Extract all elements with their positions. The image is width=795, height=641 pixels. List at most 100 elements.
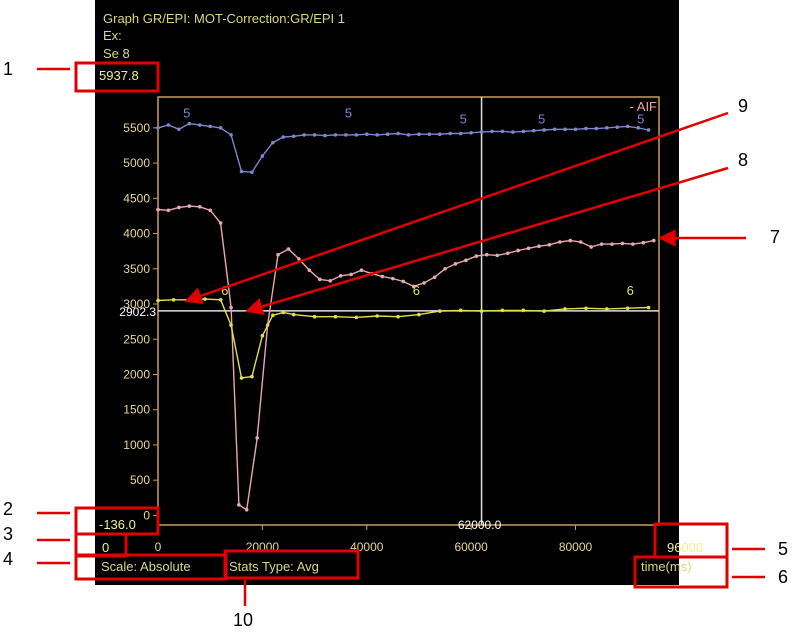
- y-tick-label: 4500: [123, 191, 150, 205]
- series-point-1: [156, 126, 160, 130]
- series-point-1: [542, 128, 546, 132]
- series-point-3: [218, 297, 223, 302]
- series-point-1: [552, 127, 557, 132]
- series-marker-label-3: 6: [627, 283, 634, 298]
- y-tick-label: 3500: [123, 262, 150, 276]
- se-label: Se 8: [103, 46, 130, 61]
- series-point-2: [317, 277, 322, 282]
- stats-type-label[interactable]: Stats Type: Avg: [229, 559, 319, 574]
- series-point-3: [458, 308, 463, 313]
- series-point-1: [229, 133, 233, 137]
- series-point-3: [563, 307, 567, 311]
- series-point-3: [584, 306, 588, 311]
- series-point-2: [495, 253, 500, 258]
- series-point-1: [291, 134, 296, 139]
- crosshair-x-label: 62000.0: [458, 518, 502, 532]
- series-point-3: [375, 314, 379, 318]
- series-point-2: [620, 241, 625, 246]
- series-point-1: [427, 132, 432, 136]
- series-point-3: [281, 310, 286, 315]
- x-tick-label: 20000: [246, 540, 280, 554]
- series-point-2: [526, 246, 531, 251]
- series-point-3: [500, 308, 505, 313]
- series-point-2: [286, 247, 291, 251]
- series-point-1: [521, 129, 526, 134]
- series-point-2: [401, 279, 406, 284]
- callout-number-3: 3: [3, 524, 14, 544]
- series-marker-label-1: 5: [183, 105, 190, 120]
- series-line-2: [157, 205, 654, 511]
- series-point-1: [490, 129, 494, 134]
- series-point-3: [156, 298, 160, 303]
- series-marker-label-1: 5: [345, 105, 352, 120]
- series-point-1: [396, 131, 400, 136]
- callout-number-10: 10: [233, 610, 254, 630]
- series-point-3: [260, 333, 265, 338]
- series-point-2: [505, 251, 510, 256]
- series-point-1: [584, 126, 588, 131]
- series-point-3: [542, 309, 546, 313]
- chart-svg: 0 500 1000 1500 2000 2500 3000 3500 4000 4500 5000…: [119, 96, 660, 554]
- series-point-2: [218, 221, 223, 225]
- series-point-3: [250, 374, 254, 379]
- series-point-2: [297, 257, 301, 261]
- series-point-2: [443, 266, 447, 271]
- ex-label: Ex:: [103, 28, 122, 43]
- series-point-2: [255, 436, 259, 440]
- series-point-1: [281, 135, 286, 139]
- series-marker-label-3: 6: [413, 283, 420, 298]
- series-point-1: [531, 128, 536, 133]
- series-point-1: [323, 133, 327, 138]
- series-point-2: [276, 252, 280, 257]
- series-point-1: [271, 140, 275, 145]
- x-max-readout[interactable]: 96000: [667, 540, 704, 555]
- series-point-2: [166, 208, 171, 213]
- series-point-3: [229, 323, 233, 327]
- y-tick-label: 5000: [123, 156, 150, 170]
- callout-number-1: 1: [3, 59, 14, 79]
- scale-label[interactable]: Scale: Absolute: [101, 559, 191, 574]
- series-point-2: [307, 268, 312, 272]
- series-point-3: [625, 306, 630, 311]
- series-point-1: [458, 131, 463, 136]
- legend-aif: - AIF: [630, 99, 658, 114]
- series-point-1: [344, 133, 348, 137]
- series-point-2: [229, 305, 233, 310]
- series-point-1: [511, 130, 515, 134]
- series-point-2: [651, 238, 656, 243]
- series-point-3: [646, 305, 651, 310]
- series-point-1: [438, 132, 442, 136]
- series-point-2: [208, 208, 212, 213]
- x-min-readout[interactable]: 0: [102, 540, 110, 555]
- callout-number-9: 9: [738, 96, 749, 116]
- x-tick-label: 80000: [559, 540, 593, 554]
- series-point-3: [605, 307, 609, 311]
- crosshair-y-label: 2902.3: [119, 305, 156, 319]
- series-point-1: [177, 127, 181, 132]
- series-point-3: [354, 315, 359, 320]
- series-point-2: [537, 244, 541, 249]
- y-tick-label: 0: [143, 508, 150, 522]
- series-point-2: [370, 271, 374, 276]
- series-point-3: [479, 309, 484, 313]
- series-point-2: [464, 258, 468, 263]
- series-point-2: [187, 204, 192, 208]
- series-point-1: [605, 126, 609, 130]
- x-tick-label: 40000: [350, 540, 384, 554]
- series-point-3: [521, 308, 526, 313]
- series-point-1: [166, 123, 171, 127]
- series-point-1: [208, 124, 212, 129]
- series-point-1: [333, 133, 338, 137]
- y-max-readout[interactable]: 5937.8: [99, 68, 139, 83]
- series-point-2: [422, 281, 426, 285]
- series-point-1: [375, 133, 379, 137]
- y-min-readout[interactable]: -136.0: [99, 517, 136, 532]
- series-point-3: [396, 314, 400, 319]
- graph-title: Graph GR/EPI: MOT-Correction:GR/EPI 1: [103, 11, 346, 26]
- series-point-2: [474, 254, 479, 258]
- series-point-1: [260, 154, 265, 158]
- series-point-2: [484, 252, 489, 257]
- y-tick-label: 1500: [123, 403, 150, 417]
- series-point-2: [432, 275, 437, 280]
- series-point-1: [563, 127, 567, 132]
